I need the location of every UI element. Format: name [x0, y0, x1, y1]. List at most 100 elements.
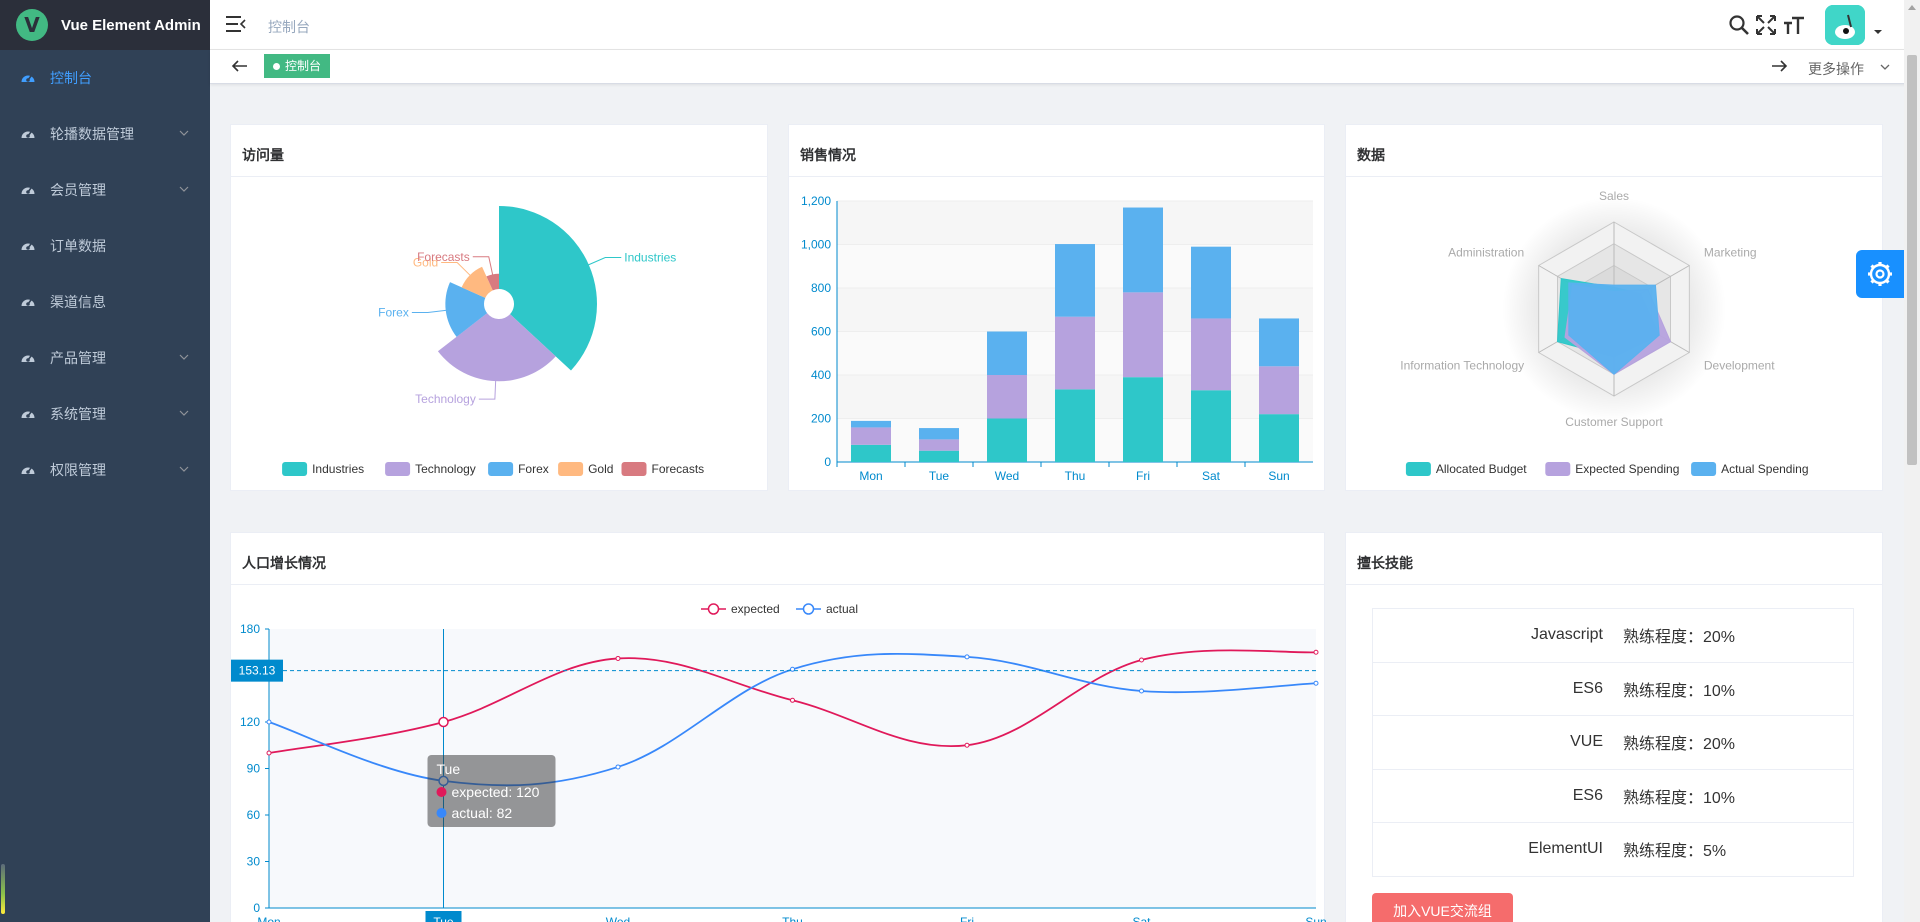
- y-tick-label: 0: [253, 901, 260, 915]
- population-card: 人口增长情况 0 30 60 90 120 180 Mon Tue Wed Thu Fri Sat Su…: [230, 532, 1326, 922]
- data-radar-chart: Sales Marketing Development Customer Suppor…: [1400, 189, 1809, 476]
- skills-card: 擅长技能 Javascript 熟练程度：20% ES6 熟练程度：10% VUE 熟练程…: [1345, 532, 1883, 922]
- bar: [919, 428, 959, 440]
- card-title: 擅长技能: [1346, 533, 1882, 585]
- more-actions[interactable]: 更多操作: [1808, 61, 1864, 77]
- font-size-icon[interactable]: [1783, 14, 1805, 36]
- x-tick-label: Mon: [257, 915, 280, 922]
- legend-label: Allocated Budget: [1436, 462, 1527, 476]
- sidebar-item[interactable]: 轮播数据管理: [0, 106, 210, 162]
- skill-name: Javascript: [1530, 626, 1603, 644]
- pie-label: Technology: [415, 392, 476, 406]
- app-title: Vue Element Admin: [61, 16, 201, 34]
- fullscreen-icon[interactable]: [1755, 14, 1777, 36]
- skill-name: ElementUI: [1528, 840, 1603, 858]
- sidebar-item-label: 会员管理: [50, 182, 106, 198]
- breadcrumb[interactable]: 控制台: [268, 19, 310, 35]
- sidebar-item[interactable]: 权限管理: [0, 442, 210, 498]
- x-tick-label: Wed: [995, 469, 1019, 483]
- x-pointer-label: Tue: [433, 915, 454, 922]
- pie-label-line: [472, 256, 494, 277]
- legend-swatch: [1545, 462, 1571, 476]
- skills-table: Javascript 熟练程度：20% ES6 熟练程度：10% VUE 熟练程度：20%…: [1372, 608, 1854, 877]
- skill-name: VUE: [1570, 733, 1603, 751]
- pie-label: Forecasts: [417, 250, 470, 264]
- skill-level: 熟练程度：20%: [1623, 736, 1736, 754]
- pie-label: Gold: [413, 255, 438, 269]
- sidebar: V Vue Element Admin 控制台 轮播数据管理会员管理订单数据 渠道信…: [0, 0, 210, 922]
- sidebar-scrollbar[interactable]: [1, 864, 5, 914]
- tooltip-marker: [436, 808, 447, 818]
- pie-slice: [445, 282, 488, 337]
- legend-label: actual: [826, 602, 858, 616]
- bar: [1259, 366, 1299, 415]
- pie-slice: [437, 313, 556, 382]
- x-tick-label: Tue: [929, 469, 950, 483]
- sidebar-item[interactable]: 控制台: [0, 50, 210, 106]
- tags-view: 控制台 更多操作: [210, 50, 1910, 84]
- bar: [987, 418, 1027, 462]
- sales-card: 销售情况 0 200 400 600 800 1,000 1,200 Mon Tue Wed Thu…: [788, 124, 1325, 491]
- pie-label-line: [478, 379, 497, 400]
- y-tick-label: 1,000: [801, 238, 831, 252]
- sidebar-item[interactable]: 产品管理: [0, 330, 210, 386]
- legend-swatch: [1405, 462, 1431, 476]
- bar: [1259, 318, 1299, 367]
- pie-label-line: [441, 261, 472, 277]
- radar-indicator-label: Sales: [1599, 189, 1629, 203]
- chevron-down-icon[interactable]: [1880, 63, 1890, 71]
- tooltip-line: expected: 120: [452, 784, 540, 800]
- arrow-left-icon[interactable]: [231, 58, 249, 74]
- x-tick-label: Thu: [782, 915, 803, 922]
- chevron-down-icon: [179, 410, 189, 416]
- y-tick-label: 0: [824, 455, 831, 469]
- data-point: [615, 764, 621, 770]
- legend-marker: [707, 603, 720, 615]
- visits-card: 访问量 Industries Technology Forex Gold Forecas…: [230, 124, 768, 491]
- bar: [851, 420, 891, 428]
- search-icon[interactable]: [1728, 14, 1750, 36]
- settings-button[interactable]: [1856, 250, 1904, 298]
- avatar[interactable]: [1825, 5, 1865, 45]
- card-title: 人口增长情况: [231, 533, 1324, 585]
- pie-label-line: [411, 309, 448, 314]
- sidebar-item[interactable]: 渠道信息: [0, 274, 210, 330]
- bar: [987, 331, 1027, 375]
- arrow-right-icon[interactable]: [1770, 58, 1788, 74]
- table-row: VUE 熟练程度：20%: [1372, 716, 1854, 770]
- skill-name: ES6: [1572, 786, 1603, 804]
- table-row: ES6 熟练程度：10%: [1372, 662, 1854, 716]
- sidebar-item[interactable]: 会员管理: [0, 162, 210, 218]
- highlight-point: [438, 716, 449, 728]
- pie-slice: [499, 206, 597, 371]
- radar-indicator-label: Customer Support: [1565, 415, 1663, 429]
- sidebar-item[interactable]: 系统管理: [0, 386, 210, 442]
- x-tick-label: Fri: [1136, 469, 1150, 483]
- page-scrollbar-thumb[interactable]: [1907, 55, 1917, 465]
- data-point: [790, 697, 795, 703]
- dashboard-icon: [21, 243, 35, 250]
- caret-down-icon[interactable]: [1873, 28, 1883, 36]
- data-point: [964, 742, 970, 748]
- join-group-button[interactable]: 加入VUE交流组: [1372, 893, 1513, 922]
- legend-label: Industries: [312, 462, 364, 476]
- skill-level: 熟练程度：10%: [1623, 789, 1736, 807]
- logo[interactable]: V Vue Element Admin: [0, 0, 210, 50]
- sidebar-item[interactable]: 订单数据: [0, 218, 210, 274]
- bar: [1123, 292, 1163, 378]
- y-tick-label: 800: [811, 281, 831, 295]
- legend-swatch: [621, 462, 647, 476]
- hamburger-icon[interactable]: [226, 15, 246, 33]
- chevron-down-icon: [179, 130, 189, 136]
- tag-active[interactable]: 控制台: [264, 54, 331, 78]
- dashboard-icon: [21, 467, 35, 474]
- sales-bar-chart: 0 200 400 600 800 1,000 1,200 Mon Tue Wed Thu Fri Sa…: [801, 194, 1313, 483]
- legend-label: Forex: [518, 462, 549, 476]
- scroll-up-arrow-icon[interactable]: [1908, 4, 1916, 10]
- data-point: [1139, 688, 1144, 694]
- y-tick-label: 120: [240, 715, 260, 729]
- bar: [1259, 414, 1299, 462]
- legend-swatch: [558, 462, 584, 476]
- gear-icon: [1868, 262, 1892, 286]
- navbar: 控制台: [210, 0, 1910, 50]
